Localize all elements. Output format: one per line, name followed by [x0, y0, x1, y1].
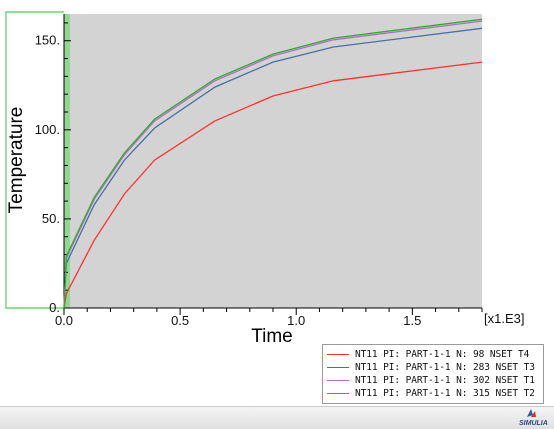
plot-area [5, 11, 482, 309]
legend-entry: NT11 PI: PART-1-1 N: 302 NSET T1 [327, 374, 539, 387]
legend-swatch [327, 393, 349, 394]
y-tick-label: 50. [42, 211, 60, 226]
y-axis-title: Temperature [6, 107, 27, 214]
x-tick-label: 1.5 [403, 313, 421, 328]
x-tick-label: 1.0 [287, 313, 305, 328]
legend-swatch [327, 380, 349, 381]
legend-label: NT11 PI: PART-1-1 N: 302 NSET T1 [355, 375, 535, 386]
legend-entry: NT11 PI: PART-1-1 N: 283 NSET T3 [327, 361, 539, 374]
legend-swatch [327, 354, 349, 355]
series-line-4 [63, 18, 483, 309]
series-lines [63, 18, 483, 309]
x-axis-title: Time [251, 326, 293, 347]
highlight-band [64, 14, 70, 308]
ds-simulia-logo-icon: SIMULIA [519, 409, 548, 427]
y-tick-label: 100. [35, 122, 60, 137]
brand-text: SIMULIA [519, 420, 548, 427]
series-line-1 [63, 61, 483, 309]
y-tick-label: 0. [49, 300, 60, 315]
footer-bar [0, 406, 554, 429]
legend-swatch [327, 367, 349, 368]
series-line-3 [63, 20, 483, 309]
x-tick-label: 0.5 [171, 313, 189, 328]
chart-legend: NT11 PI: PART-1-1 N: 98 NSET T4 NT11 PI: … [322, 344, 544, 404]
legend-entry: NT11 PI: PART-1-1 N: 98 NSET T4 [327, 348, 539, 361]
x-axis-unit-label: [x1.E3] [484, 311, 524, 326]
y-tick-label: 150. [35, 33, 60, 48]
legend-label: NT11 PI: PART-1-1 N: 315 NSET T2 [355, 388, 535, 399]
legend-label: NT11 PI: PART-1-1 N: 283 NSET T3 [355, 362, 535, 373]
legend-label: NT11 PI: PART-1-1 N: 98 NSET T4 [355, 349, 530, 360]
highlight-bracket [5, 11, 64, 309]
axes: 0. 50. 100. 150. 0.0 0.5 1.0 1.5 [35, 14, 483, 328]
x-tick-label: 0.0 [55, 313, 73, 328]
plot-background [64, 14, 482, 308]
series-line-2 [63, 27, 483, 309]
legend-entry: NT11 PI: PART-1-1 N: 315 NSET T2 [327, 387, 539, 400]
